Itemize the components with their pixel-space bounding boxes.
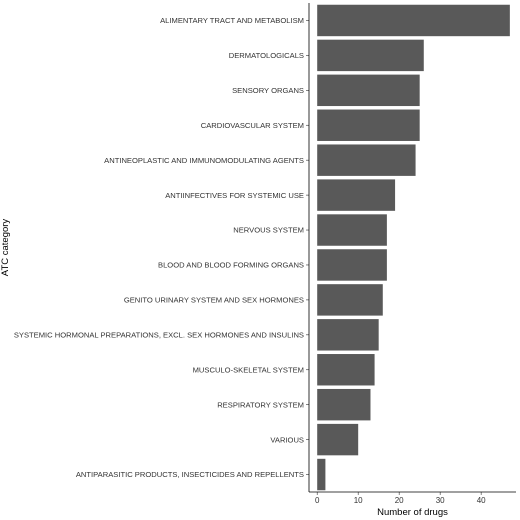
category-label: RESPIRATORY SYSTEM [217,400,304,409]
bar [317,39,424,72]
category-label: DERMATOLOGICALS [229,51,304,60]
x-tick-label: 20 [395,496,404,505]
bar [317,249,387,281]
category-label: ALIMENTARY TRACT AND METABOLISM [160,16,304,25]
bar [317,458,326,491]
category-label: SYSTEMIC HORMONAL PREPARATIONS, EXCL. SE… [14,331,304,340]
bar [317,179,396,211]
category-label: VARIOUS [270,435,304,444]
category-label: GENITO URINARY SYSTEM AND SEX HORMONES [124,296,304,305]
category-label: ANTIINFECTIVES FOR SYSTEMIC USE [165,191,304,200]
bar [317,388,371,421]
bar [317,284,383,316]
bars-group [317,4,510,491]
x-tick-label: 40 [477,496,486,505]
bar [317,74,420,107]
x-axis-title: Number of drugs [377,507,448,518]
category-label: ANTINEOPLASTIC AND IMMUNOMODULATING AGEN… [104,156,304,165]
bar [317,319,379,351]
category-label: ANTIPARASITIC PRODUCTS, INSECTICIDES AND… [76,470,304,479]
category-labels-group: ALIMENTARY TRACT AND METABOLISM DERMATOLO… [14,16,309,479]
x-tick-label: 30 [436,496,445,505]
x-ticks-group: 0 10 20 30 40 [315,492,486,505]
bar [317,109,420,141]
category-label: BLOOD AND BLOOD FORMING ORGANS [158,261,304,270]
bar [317,144,416,176]
x-tick-label: 0 [315,496,320,505]
bar [317,4,510,37]
bar [317,214,387,246]
category-label: SENSORY ORGANS [232,86,304,95]
bar [317,423,359,456]
category-label: MUSCULO-SKELETAL SYSTEM [193,365,304,374]
y-axis-title: ATC category [0,219,11,277]
bar [317,354,375,386]
category-label: NERVOUS SYSTEM [233,226,304,235]
category-label: CARDIOVASCULAR SYSTEM [201,121,304,130]
x-tick-label: 10 [354,496,363,505]
